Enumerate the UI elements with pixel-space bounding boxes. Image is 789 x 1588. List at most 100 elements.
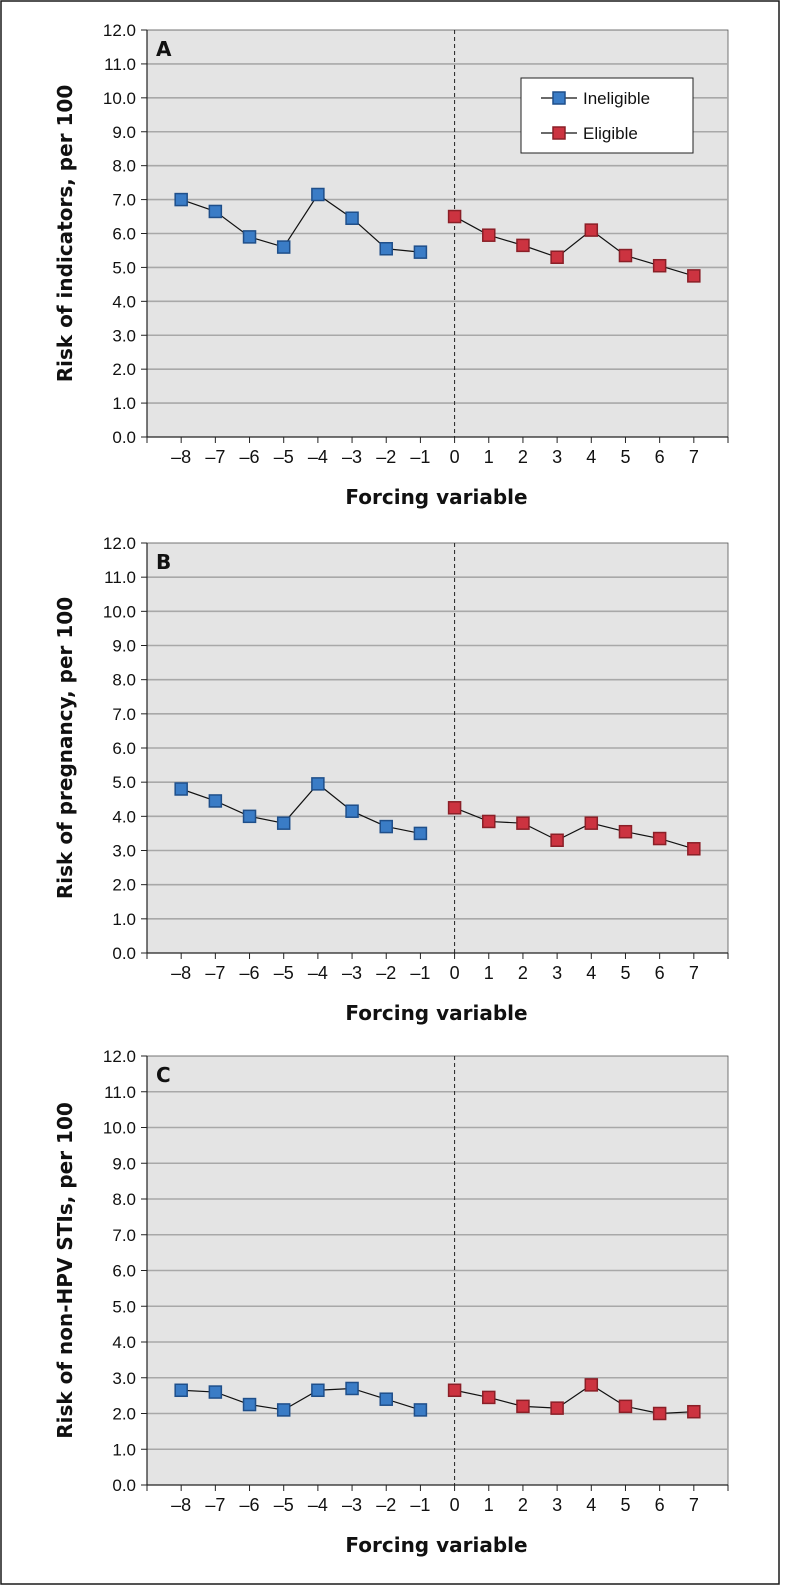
eligible-point — [516, 1399, 530, 1414]
x-tick-label: 5 — [620, 1495, 630, 1515]
y-tick-label: 10.0 — [103, 89, 136, 108]
x-tick-label: 1 — [484, 447, 494, 467]
x-tick-label: –4 — [308, 963, 328, 983]
eligible-point — [687, 842, 701, 856]
x-tick-label: –7 — [205, 963, 225, 983]
x-axis-title: Forcing variable — [345, 485, 527, 509]
eligible-point — [482, 1390, 496, 1405]
y-tick-label: 2.0 — [112, 1405, 136, 1424]
y-tick-label: 8.0 — [112, 1190, 136, 1209]
x-tick-label: 7 — [689, 1495, 699, 1515]
ineligible-point — [311, 187, 325, 202]
eligible-point — [652, 258, 667, 273]
y-tick-label: 11.0 — [104, 568, 136, 587]
ineligible-point — [379, 819, 393, 834]
eligible-point — [447, 801, 462, 815]
chart-panel-b: 0.01.02.03.04.05.06.07.08.09.010.011.012… — [53, 534, 729, 1025]
x-tick-label: –1 — [410, 447, 430, 467]
x-tick-label: 5 — [620, 963, 630, 983]
ineligible-point — [174, 1383, 188, 1398]
y-tick-label: 4.0 — [112, 292, 136, 311]
y-tick-label: 8.0 — [112, 671, 136, 690]
eligible-point — [482, 228, 496, 242]
y-tick-label: 3.0 — [112, 842, 136, 861]
eligible-point — [618, 248, 633, 263]
ineligible-point — [242, 1397, 257, 1412]
legend-label-eligible: Eligible — [583, 124, 638, 143]
ineligible-point — [208, 1385, 223, 1399]
x-tick-label: –6 — [240, 1495, 260, 1515]
x-tick-label: –3 — [342, 963, 362, 983]
y-tick-label: 7.0 — [112, 705, 136, 724]
x-tick-label: –3 — [342, 447, 362, 467]
panel-letter: B — [156, 550, 171, 574]
eligible-point — [618, 824, 633, 839]
ineligible-point — [208, 794, 223, 808]
y-tick-label: 0.0 — [112, 428, 136, 447]
y-tick-label: 2.0 — [112, 360, 136, 379]
y-tick-label: 0.0 — [112, 1476, 136, 1495]
eligible-point — [687, 1404, 701, 1419]
y-axis-title: Risk of indicators, per 100 — [53, 85, 77, 383]
eligible-point — [516, 238, 530, 253]
ineligible-point — [242, 809, 257, 824]
eligible-point — [447, 1383, 462, 1398]
x-tick-label: 0 — [450, 1495, 460, 1515]
x-tick-label: 3 — [552, 447, 562, 467]
eligible-point — [618, 1399, 633, 1414]
eligible-point — [550, 250, 564, 264]
x-tick-label: 2 — [518, 963, 528, 983]
y-tick-label: 10.0 — [103, 602, 136, 621]
ineligible-point — [276, 240, 291, 254]
ineligible-point — [345, 804, 359, 818]
x-tick-label: –7 — [205, 447, 225, 467]
y-tick-label: 1.0 — [112, 394, 136, 413]
x-tick-label: –5 — [274, 963, 294, 983]
y-tick-label: 5.0 — [112, 773, 136, 792]
x-tick-label: –4 — [308, 1495, 328, 1515]
ineligible-point — [345, 1381, 359, 1396]
eligible-point — [652, 831, 667, 846]
eligible-point — [550, 1401, 564, 1415]
x-tick-label: –2 — [376, 1495, 396, 1515]
ineligible-point — [413, 245, 428, 259]
y-tick-label: 3.0 — [112, 326, 136, 345]
ineligible-point — [242, 230, 257, 244]
eligible-point — [550, 833, 564, 847]
y-tick-label: 11.0 — [104, 1083, 136, 1102]
x-tick-label: –6 — [240, 963, 260, 983]
y-tick-label: 12.0 — [103, 1047, 136, 1066]
x-tick-label: –5 — [274, 1495, 294, 1515]
eligible-point — [584, 816, 599, 830]
x-tick-label: 3 — [552, 1495, 562, 1515]
panel-letter: C — [156, 1063, 171, 1087]
y-tick-label: 11.0 — [104, 55, 136, 74]
eligible-point — [584, 1378, 599, 1392]
x-tick-label: 5 — [620, 447, 630, 467]
legend: Ineligible Eligible — [520, 77, 694, 154]
ineligible-point — [174, 192, 188, 207]
legend-marker-eligible — [552, 126, 566, 140]
x-tick-label: –2 — [376, 963, 396, 983]
x-tick-label: –8 — [171, 447, 191, 467]
x-tick-label: 4 — [586, 963, 596, 983]
ineligible-point — [413, 1403, 428, 1417]
chart-panel-c: 0.01.02.03.04.05.06.07.08.09.010.011.012… — [53, 1047, 729, 1557]
x-tick-label: 2 — [518, 447, 528, 467]
y-tick-label: 6.0 — [112, 739, 136, 758]
y-tick-label: 5.0 — [112, 1297, 136, 1316]
y-tick-label: 0.0 — [112, 944, 136, 963]
x-tick-label: 0 — [450, 447, 460, 467]
y-axis-title: Risk of pregnancy, per 100 — [53, 597, 77, 899]
y-tick-label: 1.0 — [112, 1440, 136, 1459]
y-tick-label: 9.0 — [112, 1154, 136, 1173]
eligible-point — [516, 816, 530, 830]
x-tick-label: –8 — [171, 963, 191, 983]
ineligible-point — [413, 826, 428, 841]
x-tick-label: 6 — [655, 447, 665, 467]
x-tick-label: 4 — [586, 1495, 596, 1515]
ineligible-point — [379, 1392, 393, 1406]
x-axis-title: Forcing variable — [345, 1533, 527, 1557]
ineligible-point — [276, 1403, 291, 1417]
x-tick-label: –8 — [171, 1495, 191, 1515]
